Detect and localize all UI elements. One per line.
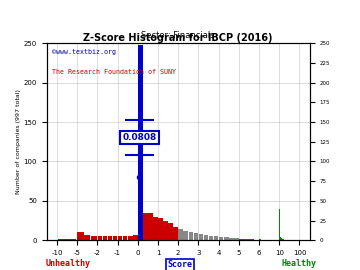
- Bar: [128, 235, 132, 240]
- Bar: [153, 217, 158, 240]
- Bar: [219, 237, 224, 240]
- Bar: [299, 231, 300, 240]
- Bar: [58, 239, 76, 240]
- Bar: [259, 239, 261, 240]
- Bar: [123, 236, 127, 240]
- Bar: [163, 221, 168, 240]
- Bar: [91, 239, 94, 240]
- Bar: [189, 232, 193, 240]
- Bar: [77, 239, 84, 240]
- Bar: [168, 223, 173, 240]
- Bar: [103, 236, 107, 240]
- Bar: [274, 239, 276, 240]
- Bar: [269, 239, 271, 240]
- Bar: [91, 236, 97, 240]
- Bar: [234, 238, 239, 240]
- Bar: [174, 227, 178, 240]
- Bar: [229, 238, 234, 240]
- Bar: [108, 236, 112, 240]
- Text: The Research Foundation of SUNY: The Research Foundation of SUNY: [52, 69, 176, 75]
- Bar: [204, 235, 208, 240]
- Bar: [118, 236, 122, 240]
- Bar: [84, 239, 90, 240]
- Bar: [214, 236, 219, 240]
- Bar: [267, 239, 269, 240]
- Bar: [179, 229, 183, 240]
- Bar: [283, 239, 284, 240]
- Bar: [94, 239, 97, 240]
- Bar: [262, 239, 264, 240]
- Bar: [244, 239, 249, 240]
- Bar: [199, 234, 203, 240]
- Bar: [158, 218, 163, 240]
- Text: Score: Score: [167, 260, 193, 269]
- Bar: [239, 239, 244, 240]
- Bar: [282, 239, 283, 240]
- Bar: [113, 236, 117, 240]
- Text: 0.0808: 0.0808: [122, 133, 157, 142]
- Bar: [184, 231, 188, 240]
- Bar: [281, 238, 282, 240]
- Bar: [279, 209, 280, 240]
- Text: Unhealthy: Unhealthy: [46, 259, 91, 268]
- Bar: [272, 239, 274, 240]
- Bar: [138, 45, 143, 240]
- Bar: [143, 213, 148, 240]
- Bar: [224, 237, 229, 240]
- Bar: [84, 235, 90, 240]
- Bar: [194, 233, 198, 240]
- Title: Z-Score Histogram for IBCP (2016): Z-Score Histogram for IBCP (2016): [84, 33, 273, 43]
- Bar: [277, 239, 279, 240]
- Bar: [280, 237, 281, 240]
- Bar: [98, 236, 102, 240]
- Text: Sector: Financials: Sector: Financials: [141, 31, 215, 40]
- Bar: [249, 239, 254, 240]
- Bar: [209, 235, 213, 240]
- Bar: [264, 239, 266, 240]
- Bar: [133, 235, 138, 240]
- Bar: [148, 213, 153, 240]
- Y-axis label: Number of companies (997 total): Number of companies (997 total): [16, 89, 21, 194]
- Bar: [77, 232, 84, 240]
- Bar: [254, 239, 259, 240]
- Text: Healthy: Healthy: [281, 259, 316, 268]
- Text: ©www.textbiz.org: ©www.textbiz.org: [52, 49, 116, 55]
